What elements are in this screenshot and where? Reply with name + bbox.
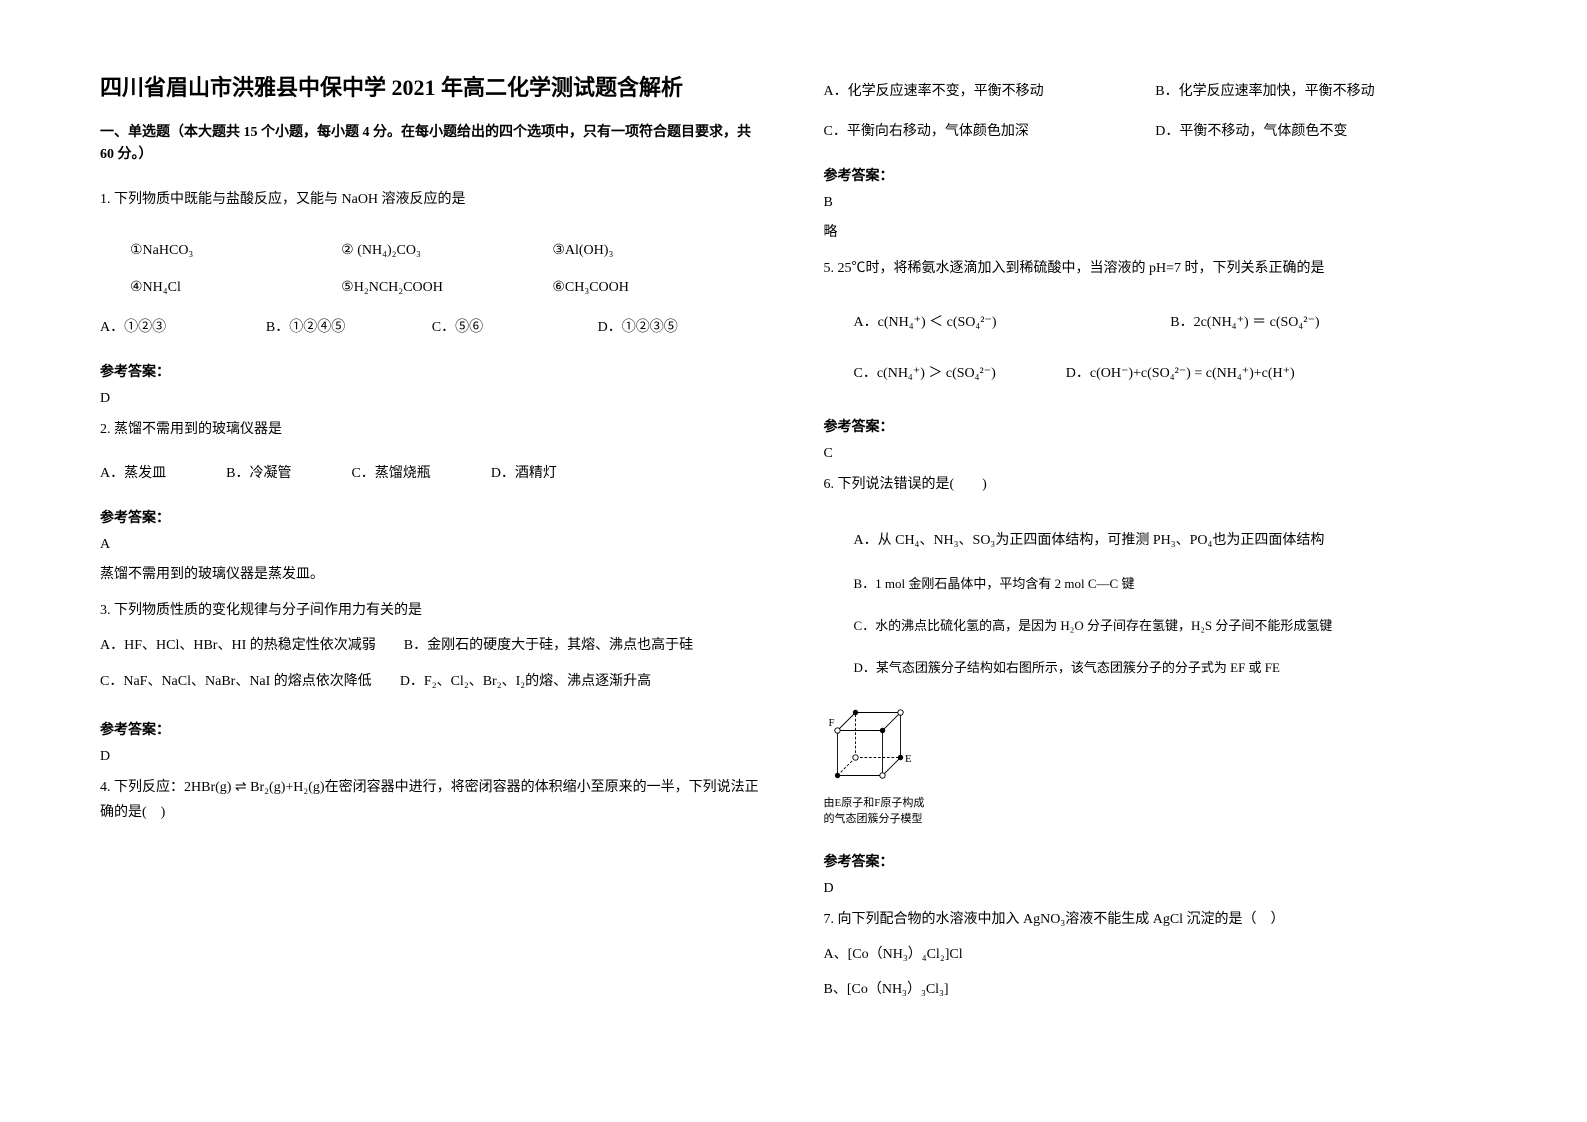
q3-opt-a: A．HF、HCl、HBr、HI 的热稳定性依次减弱	[100, 638, 376, 653]
q3-options-ab: A．HF、HCl、HBr、HI 的热稳定性依次减弱 B．金刚石的硬度大于硅，其熔…	[100, 633, 764, 658]
q6-answer: D	[824, 881, 1488, 897]
q2-opt-b: B．冷凝管	[226, 462, 291, 482]
q5-opt-d: D．c(OH⁻)+c(SO₄²⁻) = c(NH₄⁺)+c(H⁺)	[1066, 366, 1295, 381]
q6-opt-d: D．某气态团簇分子结构如右图所示，该气态团簇分子的分子式为 EF 或 FE	[854, 655, 1488, 681]
q7-stem: 7. 向下列配合物的水溶液中加入 AgNO₃溶液不能生成 AgCl 沉淀的是（ …	[824, 907, 1488, 932]
q2-answer: A	[100, 537, 764, 553]
q6-opt-a: A．从 CH₄、NH₃、SO₃为正四面体结构，可推测 PH₃、PO₄也为正四面体…	[854, 528, 1488, 553]
q4-options-cd: C．平衡向右移动，气体颜色加深 D．平衡不移动，气体颜色不变	[824, 120, 1488, 140]
q1-answer-label: 参考答案：	[100, 361, 764, 381]
q1-options: A．①②③ B．①②④⑤ C．⑤⑥ D．①②③⑤	[100, 316, 764, 336]
q4-opt-b: B．化学反应速率加快，平衡不移动	[1155, 80, 1487, 100]
q1-opt-d: D．①②③⑤	[598, 316, 764, 336]
q3-answer-label: 参考答案：	[100, 719, 764, 739]
right-column: A．化学反应速率不变，平衡不移动 B．化学反应速率加快，平衡不移动 C．平衡向右…	[824, 70, 1488, 1052]
section-header: 一、单选题（本大题共 15 个小题，每小题 4 分。在每小题给出的四个选项中，只…	[100, 122, 764, 167]
q3-opt-c: C．NaF、NaCl、NaBr、NaI 的熔点依次降低	[100, 674, 372, 689]
q2-answer-label: 参考答案：	[100, 507, 764, 527]
q1-item-3: ③Al(OH)₃	[552, 242, 763, 259]
q1-item-4: ④NH₄Cl	[130, 279, 341, 296]
q6-diagram: F E 由E原子和F原子构成 的气态团簇分子模型	[824, 699, 1488, 826]
q5-answer: C	[824, 446, 1488, 462]
q2-options: A．蒸发皿 B．冷凝管 C．蒸馏烧瓶 D．酒精灯	[100, 462, 764, 482]
q4-opt-d: D．平衡不移动，气体颜色不变	[1155, 120, 1487, 140]
node-label-f: F	[828, 717, 834, 729]
q1-item-1: ①NaHCO₃	[130, 242, 341, 259]
q3-options-cd: C．NaF、NaCl、NaBr、NaI 的熔点依次降低 D．F₂、Cl₂、Br₂…	[100, 669, 764, 694]
q5-opt-a: A．c(NH₄⁺) ＜ c(SO₄²⁻)	[854, 311, 1171, 331]
q5-options-ab: A．c(NH₄⁺) ＜ c(SO₄²⁻) B．2c(NH₄⁺) ＝ c(SO₄²…	[854, 311, 1488, 331]
q1-item-6: ⑥CH₃COOH	[552, 279, 763, 296]
q2-opt-c: C．蒸馏烧瓶	[351, 462, 430, 482]
q3-answer: D	[100, 749, 764, 765]
left-column: 四川省眉山市洪雅县中保中学 2021 年高二化学测试题含解析 一、单选题（本大题…	[100, 70, 764, 1052]
q1-stem: 1. 下列物质中既能与盐酸反应，又能与 NaOH 溶液反应的是	[100, 187, 764, 212]
q1-opt-a: A．①②③	[100, 316, 266, 336]
q3-opt-d: D．F₂、Cl₂、Br₂、I₂的熔、沸点逐渐升高	[400, 674, 651, 689]
q2-stem: 2. 蒸馏不需用到的玻璃仪器是	[100, 417, 764, 442]
exam-title: 四川省眉山市洪雅县中保中学 2021 年高二化学测试题含解析	[100, 70, 764, 102]
q4-options-ab: A．化学反应速率不变，平衡不移动 B．化学反应速率加快，平衡不移动	[824, 80, 1488, 100]
q3-opt-b: B．金刚石的硬度大于硅，其熔、沸点也高于硅	[404, 638, 693, 653]
node-label-e: E	[905, 753, 912, 765]
q7-opt-b: B、[Co（NH₃）₃Cl₃]	[824, 977, 1488, 1002]
q5-options-cd: C．c(NH₄⁺) ＞ c(SO₄²⁻) D．c(OH⁻)+c(SO₄²⁻) =…	[854, 361, 1488, 386]
cube-icon: F E	[824, 699, 914, 789]
q2-opt-a: A．蒸发皿	[100, 462, 166, 482]
q7-opt-a: A、[Co（NH₃）₄Cl₂]Cl	[824, 942, 1488, 967]
q1-answer: D	[100, 391, 764, 407]
q5-stem: 5. 25℃时，将稀氨水逐滴加入到稀硫酸中，当溶液的 pH=7 时，下列关系正确…	[824, 256, 1488, 281]
q1-item-2: ② (NH₄)₂CO₃	[341, 242, 552, 259]
q5-answer-label: 参考答案：	[824, 416, 1488, 436]
q2-opt-d: D．酒精灯	[491, 462, 557, 482]
q5-opt-c: C．c(NH₄⁺) ＞ c(SO₄²⁻)	[854, 366, 996, 381]
q3-stem: 3. 下列物质性质的变化规律与分子间作用力有关的是	[100, 598, 764, 623]
q4-answer-label: 参考答案：	[824, 165, 1488, 185]
q4-answer: B	[824, 195, 1488, 211]
q2-explanation: 蒸馏不需用到的玻璃仪器是蒸发皿。	[100, 563, 764, 583]
q1-item-5: ⑤H₂NCH₂COOH	[341, 279, 552, 296]
q4-opt-a: A．化学反应速率不变，平衡不移动	[824, 80, 1156, 100]
q6-opt-c: C．水的沸点比硫化氢的高，是因为 H₂O 分子间存在氢键，H₂S 分子间不能形成…	[854, 613, 1488, 639]
q6-stem: 6. 下列说法错误的是( )	[824, 472, 1488, 497]
q6-diagram-label: 由E原子和F原子构成 的气态团簇分子模型	[824, 794, 1488, 826]
q6-opt-b: B．1 mol 金刚石晶体中，平均含有 2 mol C—C 键	[854, 571, 1488, 597]
q1-opt-c: C．⑤⑥	[432, 316, 598, 336]
q4-stem: 4. 下列反应：2HBr(g) ⇌ Br₂(g)+H₂(g)在密闭容器中进行，将…	[100, 775, 764, 825]
q1-opt-b: B．①②④⑤	[266, 316, 432, 336]
q1-items-row2: ④NH₄Cl ⑤H₂NCH₂COOH ⑥CH₃COOH	[130, 279, 764, 296]
q4-explanation: 略	[824, 221, 1488, 241]
q4-opt-c: C．平衡向右移动，气体颜色加深	[824, 120, 1156, 140]
q1-items-row1: ①NaHCO₃ ② (NH₄)₂CO₃ ③Al(OH)₃	[130, 242, 764, 259]
q5-opt-b: B．2c(NH₄⁺) ＝ c(SO₄²⁻)	[1170, 311, 1487, 331]
q6-answer-label: 参考答案：	[824, 851, 1488, 871]
